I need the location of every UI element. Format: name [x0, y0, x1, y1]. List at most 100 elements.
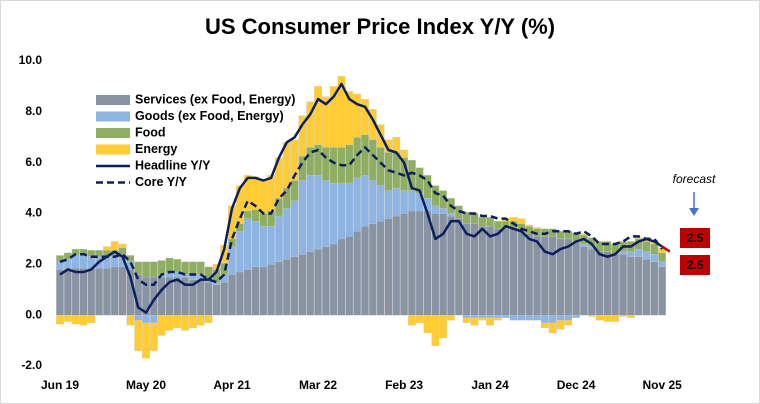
bar	[275, 215, 283, 262]
bar	[595, 315, 604, 321]
bar	[79, 255, 88, 269]
bar	[400, 213, 408, 316]
bar	[384, 218, 393, 316]
bar	[634, 237, 643, 240]
bar	[251, 220, 260, 268]
bar	[181, 315, 189, 331]
bar	[431, 185, 440, 207]
bar	[368, 180, 377, 224]
bar	[619, 254, 627, 316]
legend-label: Food	[135, 125, 166, 139]
bar	[353, 177, 362, 232]
bar	[494, 220, 502, 229]
bar	[494, 228, 502, 316]
bar	[603, 251, 612, 316]
y-tick-label: 10.0	[19, 53, 43, 67]
bar	[345, 91, 354, 146]
bar	[329, 182, 338, 245]
bar	[462, 315, 471, 318]
bar	[431, 315, 440, 346]
bar	[236, 271, 244, 316]
bar	[415, 210, 424, 316]
y-tick-label: 2.0	[25, 257, 42, 271]
bar	[56, 269, 64, 316]
bar	[196, 315, 205, 326]
forecast-value: 2.5	[687, 231, 704, 245]
bar	[157, 315, 166, 336]
bar	[71, 267, 80, 316]
bar	[415, 315, 424, 323]
bar	[627, 251, 635, 257]
bar	[110, 266, 119, 316]
bar	[110, 241, 119, 251]
bar	[79, 315, 88, 326]
bar	[322, 180, 330, 247]
legend-swatch	[96, 95, 130, 105]
bar	[103, 246, 111, 251]
bar	[408, 315, 416, 326]
x-tick-label: Dec 24	[557, 378, 596, 392]
line	[59, 82, 663, 314]
bar	[267, 226, 275, 265]
bar	[361, 226, 369, 316]
bar	[290, 139, 299, 181]
bar	[400, 190, 408, 214]
bar	[361, 175, 369, 227]
bar	[196, 279, 205, 316]
bar	[290, 256, 299, 316]
bar	[361, 98, 369, 135]
y-tick-label: 4.0	[25, 206, 42, 220]
bar	[400, 149, 408, 158]
bar	[71, 315, 80, 325]
x-tick-label: Apr 21	[213, 378, 251, 392]
forecast-value: 2.5	[687, 258, 704, 272]
bar	[329, 147, 338, 184]
bar	[329, 86, 338, 148]
bar	[494, 315, 502, 318]
bar	[220, 281, 229, 316]
bar	[501, 228, 510, 316]
bar	[548, 322, 557, 334]
bar	[368, 139, 377, 181]
bar	[189, 315, 197, 329]
bar	[548, 236, 557, 316]
bar	[650, 261, 659, 316]
bar	[595, 241, 604, 252]
bar	[533, 236, 541, 316]
bar	[87, 267, 96, 316]
legend-label: Goods (ex Food, Energy)	[135, 109, 284, 123]
bar	[486, 315, 494, 318]
bar	[103, 267, 111, 316]
bar	[243, 269, 252, 316]
bar	[454, 218, 463, 316]
legend-label: Services (ex Food, Energy)	[135, 92, 295, 106]
bar	[439, 208, 448, 214]
bar	[353, 231, 362, 316]
bar	[486, 317, 494, 326]
bar	[259, 180, 268, 214]
y-tick-label: 6.0	[25, 155, 42, 169]
bar	[540, 322, 549, 329]
axis-layer: -2.0 0.0 2.0 4.0 6.0 8.0 10.0 Jun 19 May 20 Apr 2…	[19, 53, 682, 392]
bar	[63, 252, 72, 260]
bar	[243, 210, 252, 219]
bar	[423, 315, 432, 334]
bar	[470, 315, 479, 318]
bar	[658, 261, 666, 268]
bar	[196, 261, 205, 275]
bar	[509, 228, 518, 316]
bar	[587, 248, 596, 316]
bar	[361, 134, 369, 176]
bar	[611, 315, 620, 322]
bar	[556, 231, 565, 240]
bar	[329, 243, 338, 316]
bar	[118, 247, 127, 255]
bar	[619, 251, 627, 255]
bar	[322, 96, 330, 148]
bar	[392, 137, 401, 153]
bar	[290, 200, 299, 257]
bar	[56, 315, 64, 325]
bar	[157, 276, 166, 316]
bar	[447, 213, 455, 217]
bar	[337, 76, 346, 148]
